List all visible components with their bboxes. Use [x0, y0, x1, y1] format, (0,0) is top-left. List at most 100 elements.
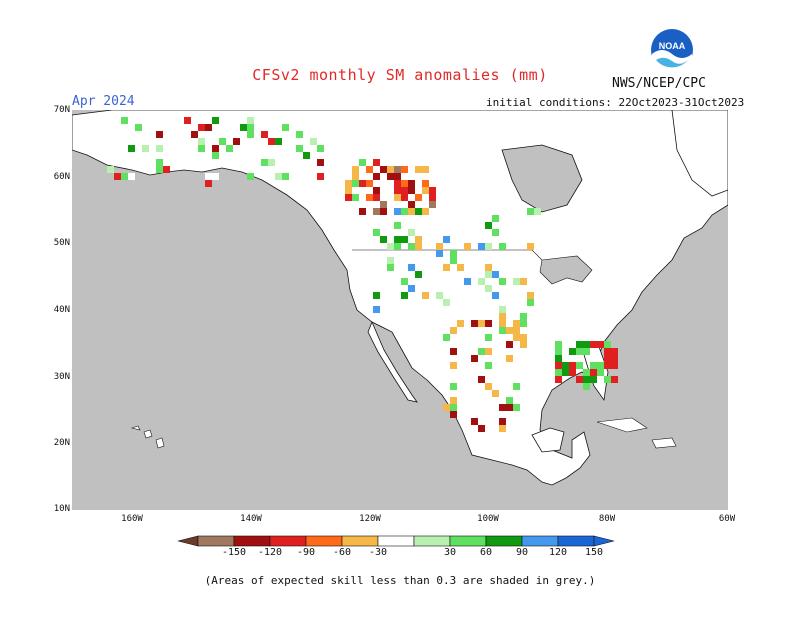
anomaly-cell: [485, 334, 492, 341]
anomaly-cell: [471, 418, 478, 425]
anomaly-cell: [450, 411, 457, 418]
anomaly-cell: [156, 159, 163, 166]
anomaly-cell: [394, 187, 401, 194]
anomaly-cell: [520, 341, 527, 348]
anomaly-cell: [597, 369, 604, 376]
lat-label-40n: 40N: [53, 305, 70, 315]
anomaly-cell: [513, 327, 520, 334]
anomaly-cell: [282, 173, 289, 180]
anomaly-cell: [198, 124, 205, 131]
anomaly-cell: [422, 180, 429, 187]
anomaly-cell: [247, 173, 254, 180]
anomaly-cell: [219, 138, 226, 145]
anomaly-cell: [457, 264, 464, 271]
anomaly-cell: [156, 131, 163, 138]
anomaly-cell: [464, 397, 471, 404]
colorbar-cell: [233, 535, 271, 547]
anomaly-cell: [408, 243, 415, 250]
anomaly-cell: [212, 117, 219, 124]
anomaly-cell: [604, 348, 611, 355]
anomaly-cell: [275, 173, 282, 180]
anomaly-cell: [401, 194, 408, 201]
anomaly-cell: [485, 348, 492, 355]
anomaly-cell: [485, 390, 492, 397]
anomaly-cell: [268, 159, 275, 166]
anomaly-cell: [380, 201, 387, 208]
anomaly-cell: [387, 264, 394, 271]
colorbar-label: -30: [368, 547, 388, 558]
anomaly-cell: [345, 180, 352, 187]
lon-label-140w: 140W: [240, 514, 262, 524]
greenland-edge: [671, 110, 728, 197]
anomaly-cell: [373, 292, 380, 299]
anomaly-cell: [401, 187, 408, 194]
anomaly-cell: [485, 222, 492, 229]
anomaly-cell: [443, 404, 450, 411]
caribbean-islands: [596, 417, 677, 449]
anomaly-cell: [485, 243, 492, 250]
anomaly-cell: [583, 376, 590, 383]
anomaly-cell: [520, 313, 527, 320]
anomaly-cell: [576, 362, 583, 369]
anomaly-cell: [408, 208, 415, 215]
hawaii: [130, 425, 165, 449]
lat-label-50n: 50N: [53, 238, 70, 248]
anomaly-cell: [121, 117, 128, 124]
anomaly-cell: [303, 152, 310, 159]
anomaly-cell: [121, 173, 128, 180]
anomaly-cell: [394, 166, 401, 173]
anomaly-cell: [401, 292, 408, 299]
anomaly-cell: [604, 376, 611, 383]
anomaly-cell: [317, 145, 324, 152]
anomaly-cell: [499, 243, 506, 250]
anomaly-cell: [212, 173, 219, 180]
anomaly-cell: [205, 180, 212, 187]
anomaly-cell: [576, 376, 583, 383]
initial-conditions: initial conditions: 22Oct2023-31Oct2023: [486, 96, 745, 109]
anomaly-cell: [142, 145, 149, 152]
anomaly-cell: [534, 208, 541, 215]
lon-label-60w: 60W: [718, 514, 736, 524]
anomaly-cell: [478, 320, 485, 327]
anomaly-cell: [170, 117, 177, 124]
anomaly-cell: [590, 341, 597, 348]
anomaly-cell: [422, 208, 429, 215]
colorbar-cell: [197, 535, 235, 547]
colorbar-label: 60: [479, 547, 493, 558]
colorbar-cell: [269, 535, 307, 547]
anomaly-cell: [569, 348, 576, 355]
anomaly-cell: [576, 348, 583, 355]
anomaly-cell: [499, 425, 506, 432]
anomaly-cell: [485, 362, 492, 369]
anomaly-cell: [527, 243, 534, 250]
lat-label-60n: 60N: [53, 172, 70, 182]
anomaly-cell: [555, 341, 562, 348]
anomaly-cell: [394, 173, 401, 180]
anomaly-cell: [583, 383, 590, 390]
anomaly-cell: [359, 159, 366, 166]
colorbar-cell: [521, 535, 559, 547]
anomaly-cell: [415, 208, 422, 215]
anomaly-cell: [478, 243, 485, 250]
anomaly-cell: [128, 145, 135, 152]
anomaly-cell: [513, 278, 520, 285]
anomaly-cell: [163, 166, 170, 173]
anomaly-cell: [352, 166, 359, 173]
anomaly-cell: [436, 250, 443, 257]
anomaly-cell: [506, 404, 513, 411]
lat-label-30n: 30N: [53, 372, 70, 382]
anomaly-cell: [401, 278, 408, 285]
colorbar-label: 90: [515, 547, 529, 558]
anomaly-cell: [555, 355, 562, 362]
anomaly-cell: [457, 369, 464, 376]
anomaly-cell: [492, 229, 499, 236]
anomaly-cell: [450, 397, 457, 404]
anomaly-cell: [492, 341, 499, 348]
anomaly-cell: [408, 187, 415, 194]
anomaly-cell: [415, 166, 422, 173]
anomaly-cell: [520, 334, 527, 341]
anomaly-cell: [485, 285, 492, 292]
anomaly-cell: [387, 257, 394, 264]
anomaly-cell: [345, 187, 352, 194]
anomaly-cell: [205, 173, 212, 180]
